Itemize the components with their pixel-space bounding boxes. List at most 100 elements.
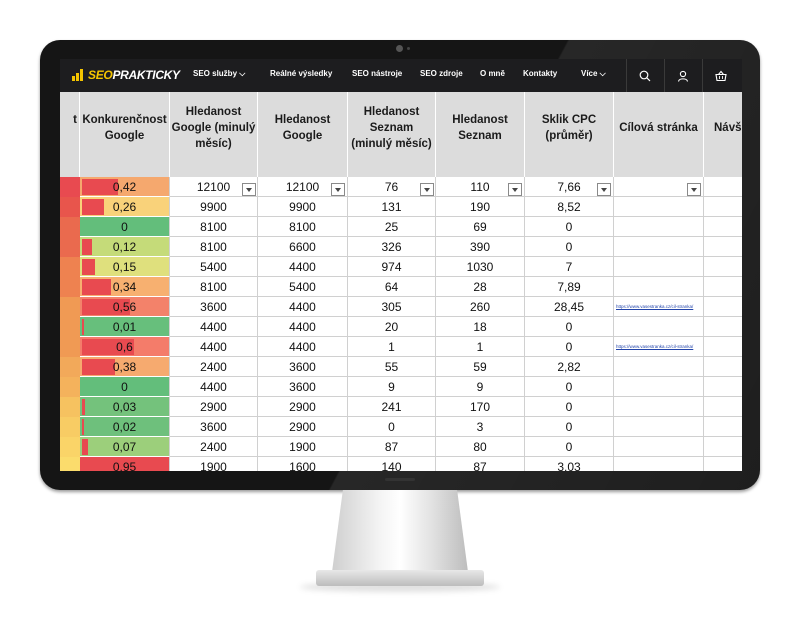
table-cell[interactable]: 131	[348, 197, 436, 217]
table-cell[interactable]: 3600	[258, 357, 348, 377]
table-cell[interactable]: 326	[348, 237, 436, 257]
table-cell[interactable]	[704, 257, 742, 277]
table-cell[interactable]: 28	[436, 277, 525, 297]
konkurencnost-cell[interactable]: 0,02	[80, 417, 170, 437]
konkurencnost-cell[interactable]: 0	[80, 377, 170, 397]
table-cell[interactable]: 0	[525, 217, 614, 237]
table-cell[interactable]	[704, 317, 742, 337]
table-cell[interactable]	[704, 197, 742, 217]
table-cell[interactable]	[704, 437, 742, 457]
table-cell[interactable]: 6600	[258, 237, 348, 257]
table-cell[interactable]: 241	[348, 397, 436, 417]
table-cell[interactable]: 2,82	[525, 357, 614, 377]
table-cell[interactable]: 59	[436, 357, 525, 377]
table-cell[interactable]: 1030	[436, 257, 525, 277]
table-cell[interactable]: 87	[348, 437, 436, 457]
target-url-cell[interactable]	[614, 217, 704, 237]
table-cell[interactable]: 9900	[258, 197, 348, 217]
table-cell[interactable]: 4400	[258, 257, 348, 277]
konkurencnost-cell[interactable]: 0,56	[80, 297, 170, 317]
table-cell[interactable]: 64	[348, 277, 436, 297]
table-cell[interactable]	[704, 297, 742, 317]
filter-button-cilova-stranka[interactable]	[687, 183, 701, 196]
table-cell[interactable]: 5400	[170, 257, 258, 277]
table-cell[interactable]: 4400	[258, 297, 348, 317]
table-cell[interactable]: 1900	[258, 437, 348, 457]
table-cell[interactable]: 7	[525, 257, 614, 277]
table-cell[interactable]	[704, 397, 742, 417]
target-url-cell[interactable]	[614, 417, 704, 437]
table-cell[interactable]	[704, 457, 742, 471]
table-cell[interactable]	[704, 337, 742, 357]
table-cell[interactable]: 3600	[170, 297, 258, 317]
table-cell[interactable]: 4400	[258, 337, 348, 357]
table-cell[interactable]: 2400	[170, 357, 258, 377]
table-cell[interactable]: 5400	[258, 277, 348, 297]
table-cell[interactable]: 18	[436, 317, 525, 337]
filter-button-sklik-cpc[interactable]	[597, 183, 611, 196]
table-cell[interactable]: 80	[436, 437, 525, 457]
table-cell[interactable]: 9	[348, 377, 436, 397]
table-cell[interactable]: 8100	[170, 237, 258, 257]
table-cell[interactable]: 390	[436, 237, 525, 257]
konkurencnost-cell[interactable]: 0,07	[80, 437, 170, 457]
table-cell[interactable]: 0	[525, 237, 614, 257]
table-cell[interactable]: 3600	[258, 377, 348, 397]
table-cell[interactable]: 9900	[170, 197, 258, 217]
nav-item-seo-zdroje[interactable]: SEO zdroje	[420, 69, 463, 78]
table-cell[interactable]: 7,89	[525, 277, 614, 297]
table-cell[interactable]: 0	[525, 337, 614, 357]
nav-item-seo-nastroje[interactable]: SEO nástroje	[352, 69, 403, 78]
table-cell[interactable]	[704, 357, 742, 377]
table-cell[interactable]: 3,03	[525, 457, 614, 471]
table-cell[interactable]	[704, 177, 742, 197]
nav-item-kontakty[interactable]: Kontakty	[523, 69, 558, 78]
table-cell[interactable]: 55	[348, 357, 436, 377]
target-url-cell[interactable]	[614, 237, 704, 257]
target-url-cell[interactable]	[614, 177, 704, 197]
target-url-cell[interactable]	[614, 397, 704, 417]
search-button[interactable]	[626, 59, 663, 92]
table-cell[interactable]: 9	[436, 377, 525, 397]
nav-item-seo-sluzby[interactable]: SEO služby ⌵	[193, 69, 246, 78]
table-cell[interactable]: 4400	[170, 317, 258, 337]
table-cell[interactable]: 76	[348, 177, 436, 197]
table-cell[interactable]: 0	[525, 397, 614, 417]
konkurencnost-cell[interactable]: 0,95	[80, 457, 170, 471]
table-cell[interactable]: 87	[436, 457, 525, 471]
table-cell[interactable]: 2900	[258, 417, 348, 437]
target-url-cell[interactable]: https://www.vasestranka.cz/cil-stranka/	[614, 297, 704, 317]
target-url-cell[interactable]: https://www.vasestranka.cz/cil-stranka/	[614, 337, 704, 357]
target-url-cell[interactable]	[614, 377, 704, 397]
table-cell[interactable]: 2400	[170, 437, 258, 457]
table-cell[interactable]	[704, 417, 742, 437]
target-url-cell[interactable]	[614, 277, 704, 297]
table-cell[interactable]: 20	[348, 317, 436, 337]
table-cell[interactable]: 974	[348, 257, 436, 277]
target-url-cell[interactable]	[614, 257, 704, 277]
konkurencnost-cell[interactable]: 0	[80, 217, 170, 237]
table-cell[interactable]: 8100	[170, 217, 258, 237]
table-cell[interactable]: 12100	[170, 177, 258, 197]
table-cell[interactable]: 1	[348, 337, 436, 357]
table-cell[interactable]: 4400	[170, 337, 258, 357]
table-cell[interactable]: 0	[348, 417, 436, 437]
cart-button[interactable]	[702, 59, 739, 92]
konkurencnost-cell[interactable]: 0,42	[80, 177, 170, 197]
table-cell[interactable]: 4400	[170, 377, 258, 397]
target-url-cell[interactable]	[614, 317, 704, 337]
target-url-cell[interactable]	[614, 457, 704, 471]
nav-item-vice[interactable]: Více ⌵	[581, 69, 606, 78]
target-url-cell[interactable]	[614, 197, 704, 217]
table-cell[interactable]: 1900	[170, 457, 258, 471]
konkurencnost-cell[interactable]: 0,26	[80, 197, 170, 217]
table-cell[interactable]: 260	[436, 297, 525, 317]
table-cell[interactable]: 12100	[258, 177, 348, 197]
table-cell[interactable]: 7,66	[525, 177, 614, 197]
konkurencnost-cell[interactable]: 0,03	[80, 397, 170, 417]
table-cell[interactable]: 0	[525, 317, 614, 337]
nav-item-realne-vysledky[interactable]: Reálné výsledky	[270, 69, 333, 78]
table-cell[interactable]: 0	[525, 417, 614, 437]
target-url-cell[interactable]	[614, 357, 704, 377]
konkurencnost-cell[interactable]: 0,12	[80, 237, 170, 257]
